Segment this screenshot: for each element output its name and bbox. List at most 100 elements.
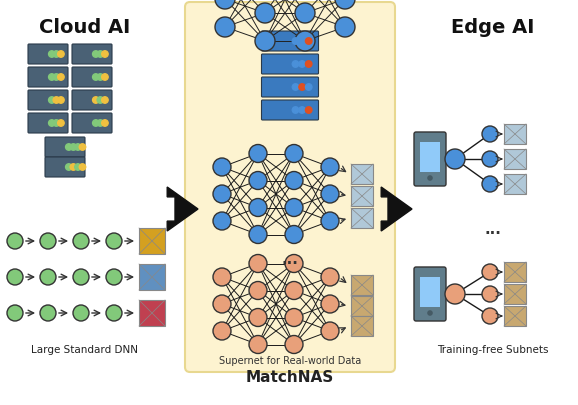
FancyBboxPatch shape <box>72 114 112 134</box>
Circle shape <box>7 305 23 321</box>
Circle shape <box>299 38 305 45</box>
Circle shape <box>49 75 55 81</box>
Circle shape <box>255 32 275 52</box>
Text: MatchNAS: MatchNAS <box>246 369 334 384</box>
Circle shape <box>427 311 433 316</box>
Circle shape <box>285 282 303 300</box>
Bar <box>504 306 526 326</box>
Circle shape <box>73 305 89 321</box>
Circle shape <box>49 120 55 127</box>
Circle shape <box>292 62 299 68</box>
Circle shape <box>249 199 267 217</box>
Circle shape <box>305 62 312 68</box>
Bar <box>139 228 165 254</box>
Circle shape <box>40 305 56 321</box>
FancyBboxPatch shape <box>45 138 85 158</box>
Circle shape <box>482 177 498 192</box>
Circle shape <box>70 164 77 171</box>
Circle shape <box>7 269 23 285</box>
Circle shape <box>58 120 64 127</box>
Circle shape <box>73 269 89 285</box>
FancyBboxPatch shape <box>261 32 318 52</box>
Circle shape <box>292 38 299 45</box>
Circle shape <box>65 164 72 171</box>
Circle shape <box>299 62 305 68</box>
Circle shape <box>79 164 86 171</box>
Circle shape <box>305 107 312 114</box>
Circle shape <box>58 98 64 104</box>
Circle shape <box>249 255 267 273</box>
Circle shape <box>321 295 339 313</box>
FancyBboxPatch shape <box>261 101 318 121</box>
Circle shape <box>58 51 64 58</box>
Circle shape <box>321 185 339 203</box>
Bar <box>351 164 373 185</box>
Bar <box>504 284 526 304</box>
FancyBboxPatch shape <box>261 78 318 98</box>
Circle shape <box>482 127 498 143</box>
Circle shape <box>102 98 108 104</box>
Circle shape <box>335 0 355 10</box>
Circle shape <box>49 98 55 104</box>
Bar <box>504 125 526 145</box>
Circle shape <box>482 151 498 168</box>
Circle shape <box>482 264 498 280</box>
Circle shape <box>213 295 231 313</box>
Circle shape <box>249 145 267 163</box>
Bar <box>504 149 526 170</box>
Bar <box>139 264 165 290</box>
Circle shape <box>299 107 305 114</box>
Circle shape <box>75 164 81 171</box>
Text: Cloud AI: Cloud AI <box>39 18 131 37</box>
Circle shape <box>285 226 303 244</box>
Circle shape <box>482 308 498 324</box>
Circle shape <box>97 51 103 58</box>
Bar <box>420 277 440 307</box>
Circle shape <box>295 4 315 24</box>
Circle shape <box>255 4 275 24</box>
Bar <box>351 296 373 316</box>
Circle shape <box>53 75 60 81</box>
Circle shape <box>249 309 267 327</box>
Circle shape <box>40 233 56 249</box>
FancyBboxPatch shape <box>72 45 112 65</box>
Circle shape <box>92 51 99 58</box>
Text: Large Standard DNN: Large Standard DNN <box>31 344 139 354</box>
FancyBboxPatch shape <box>28 45 68 65</box>
Circle shape <box>79 145 86 151</box>
Bar <box>139 300 165 326</box>
Circle shape <box>305 85 312 91</box>
Circle shape <box>285 255 303 273</box>
Circle shape <box>249 282 267 300</box>
Text: Supernet for Real-world Data: Supernet for Real-world Data <box>219 355 361 365</box>
Bar <box>504 262 526 282</box>
Bar <box>420 142 440 172</box>
Circle shape <box>321 322 339 340</box>
Circle shape <box>58 75 64 81</box>
Circle shape <box>215 0 235 10</box>
FancyBboxPatch shape <box>72 68 112 88</box>
Circle shape <box>53 51 60 58</box>
Circle shape <box>292 107 299 114</box>
Circle shape <box>215 18 235 38</box>
Text: ...: ... <box>281 252 298 267</box>
Text: Edge AI: Edge AI <box>451 18 535 37</box>
Polygon shape <box>167 188 198 231</box>
Circle shape <box>295 32 315 52</box>
Circle shape <box>53 98 60 104</box>
Circle shape <box>285 336 303 354</box>
Circle shape <box>321 269 339 286</box>
FancyBboxPatch shape <box>45 158 85 177</box>
Bar <box>504 175 526 194</box>
Circle shape <box>285 199 303 217</box>
Circle shape <box>7 233 23 249</box>
Circle shape <box>106 305 122 321</box>
Polygon shape <box>381 188 412 231</box>
Circle shape <box>445 149 465 170</box>
Circle shape <box>92 120 99 127</box>
Circle shape <box>335 18 355 38</box>
Circle shape <box>213 269 231 286</box>
Text: ...: ... <box>484 222 502 237</box>
Circle shape <box>97 75 103 81</box>
Circle shape <box>249 336 267 354</box>
